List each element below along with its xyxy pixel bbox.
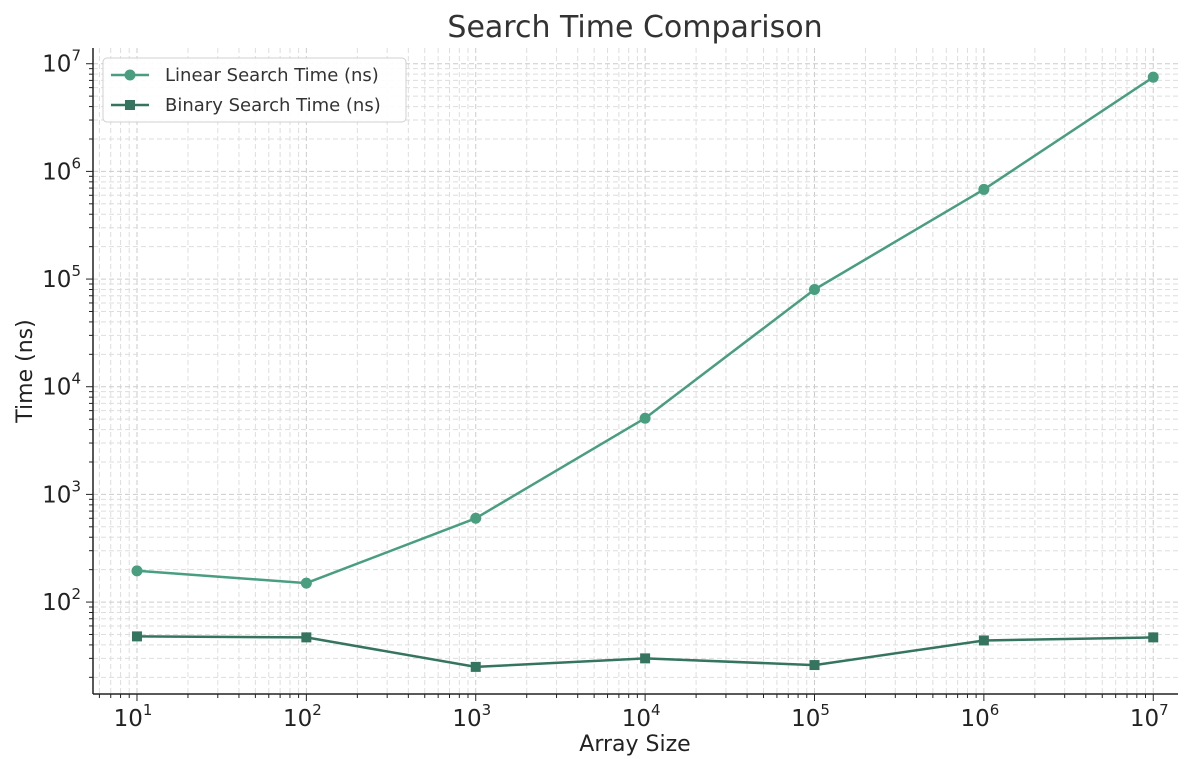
chart-title: Search Time Comparison (447, 10, 822, 45)
data-point-marker (300, 577, 312, 589)
data-point-marker (470, 512, 482, 524)
legend-marker (125, 100, 135, 110)
y-tick-label-exponent: 2 (71, 585, 81, 603)
x-tick-label-base: 10 (960, 706, 989, 732)
data-point-marker (301, 632, 312, 643)
x-tick-label: 106 (960, 701, 999, 732)
x-tick-label: 102 (283, 701, 322, 732)
data-point-marker (978, 635, 989, 646)
data-point-marker (978, 183, 990, 195)
x-tick-label: 103 (452, 701, 491, 732)
y-tick-label-base: 10 (42, 482, 71, 508)
data-point-marker (639, 412, 651, 424)
legend-label: Linear Search Time (ns) (165, 65, 379, 86)
data-point-marker (809, 660, 820, 671)
x-tick-label-exponent: 6 (990, 701, 1000, 719)
x-tick-label: 107 (1130, 701, 1169, 732)
y-tick-label-exponent: 3 (71, 477, 81, 495)
y-tick-label: 106 (42, 154, 81, 185)
y-tick-label-base: 10 (42, 590, 71, 616)
y-tick-label-base: 10 (42, 267, 71, 293)
x-tick-label-base: 10 (791, 706, 820, 732)
x-tick-label-exponent: 3 (482, 701, 492, 719)
x-tick-label-exponent: 2 (312, 701, 322, 719)
y-tick-label-exponent: 5 (71, 262, 81, 280)
data-point-marker (640, 653, 651, 664)
data-point-marker (1148, 632, 1159, 643)
y-tick-label-base: 10 (42, 159, 71, 185)
data-point-marker (131, 565, 143, 577)
x-axis-label: Array Size (579, 732, 690, 757)
x-tick-label-base: 10 (1130, 706, 1159, 732)
legend-label: Binary Search Time (ns) (165, 95, 381, 116)
x-tick-label: 101 (114, 701, 153, 732)
y-tick-label-exponent: 4 (71, 370, 81, 388)
data-point-marker (1147, 71, 1159, 83)
y-axis-label: Time (ns) (13, 319, 38, 423)
x-tick-label-base: 10 (114, 706, 143, 732)
y-tick-label-base: 10 (42, 375, 71, 401)
legend-box (102, 57, 407, 123)
y-tick-label-base: 10 (42, 52, 71, 78)
legend-marker (124, 69, 136, 81)
y-tick-label: 104 (42, 370, 81, 401)
y-tick-label-exponent: 7 (71, 47, 81, 65)
y-tick-label: 105 (42, 262, 81, 293)
series-layer (131, 71, 1159, 672)
legend: Linear Search Time (ns) Binary Search Tim… (102, 57, 407, 123)
data-point-marker (470, 661, 481, 672)
x-tick-label-base: 10 (452, 706, 481, 732)
data-point-marker (808, 284, 820, 296)
data-point-marker (131, 631, 142, 642)
x-tick-label: 104 (622, 701, 661, 732)
x-tick-label-exponent: 4 (651, 701, 661, 719)
y-tick-label: 102 (42, 585, 81, 616)
y-tick-label: 103 (42, 477, 81, 508)
x-tick-label-exponent: 5 (820, 701, 830, 719)
x-tick-label-exponent: 1 (143, 701, 153, 719)
x-tick-label: 105 (791, 701, 830, 732)
axes (86, 48, 1178, 701)
x-tick-label-base: 10 (622, 706, 651, 732)
x-tick-label-exponent: 7 (1159, 701, 1169, 719)
x-tick-label-base: 10 (283, 706, 312, 732)
y-tick-label-exponent: 6 (71, 154, 81, 172)
y-tick-label: 107 (42, 47, 81, 78)
